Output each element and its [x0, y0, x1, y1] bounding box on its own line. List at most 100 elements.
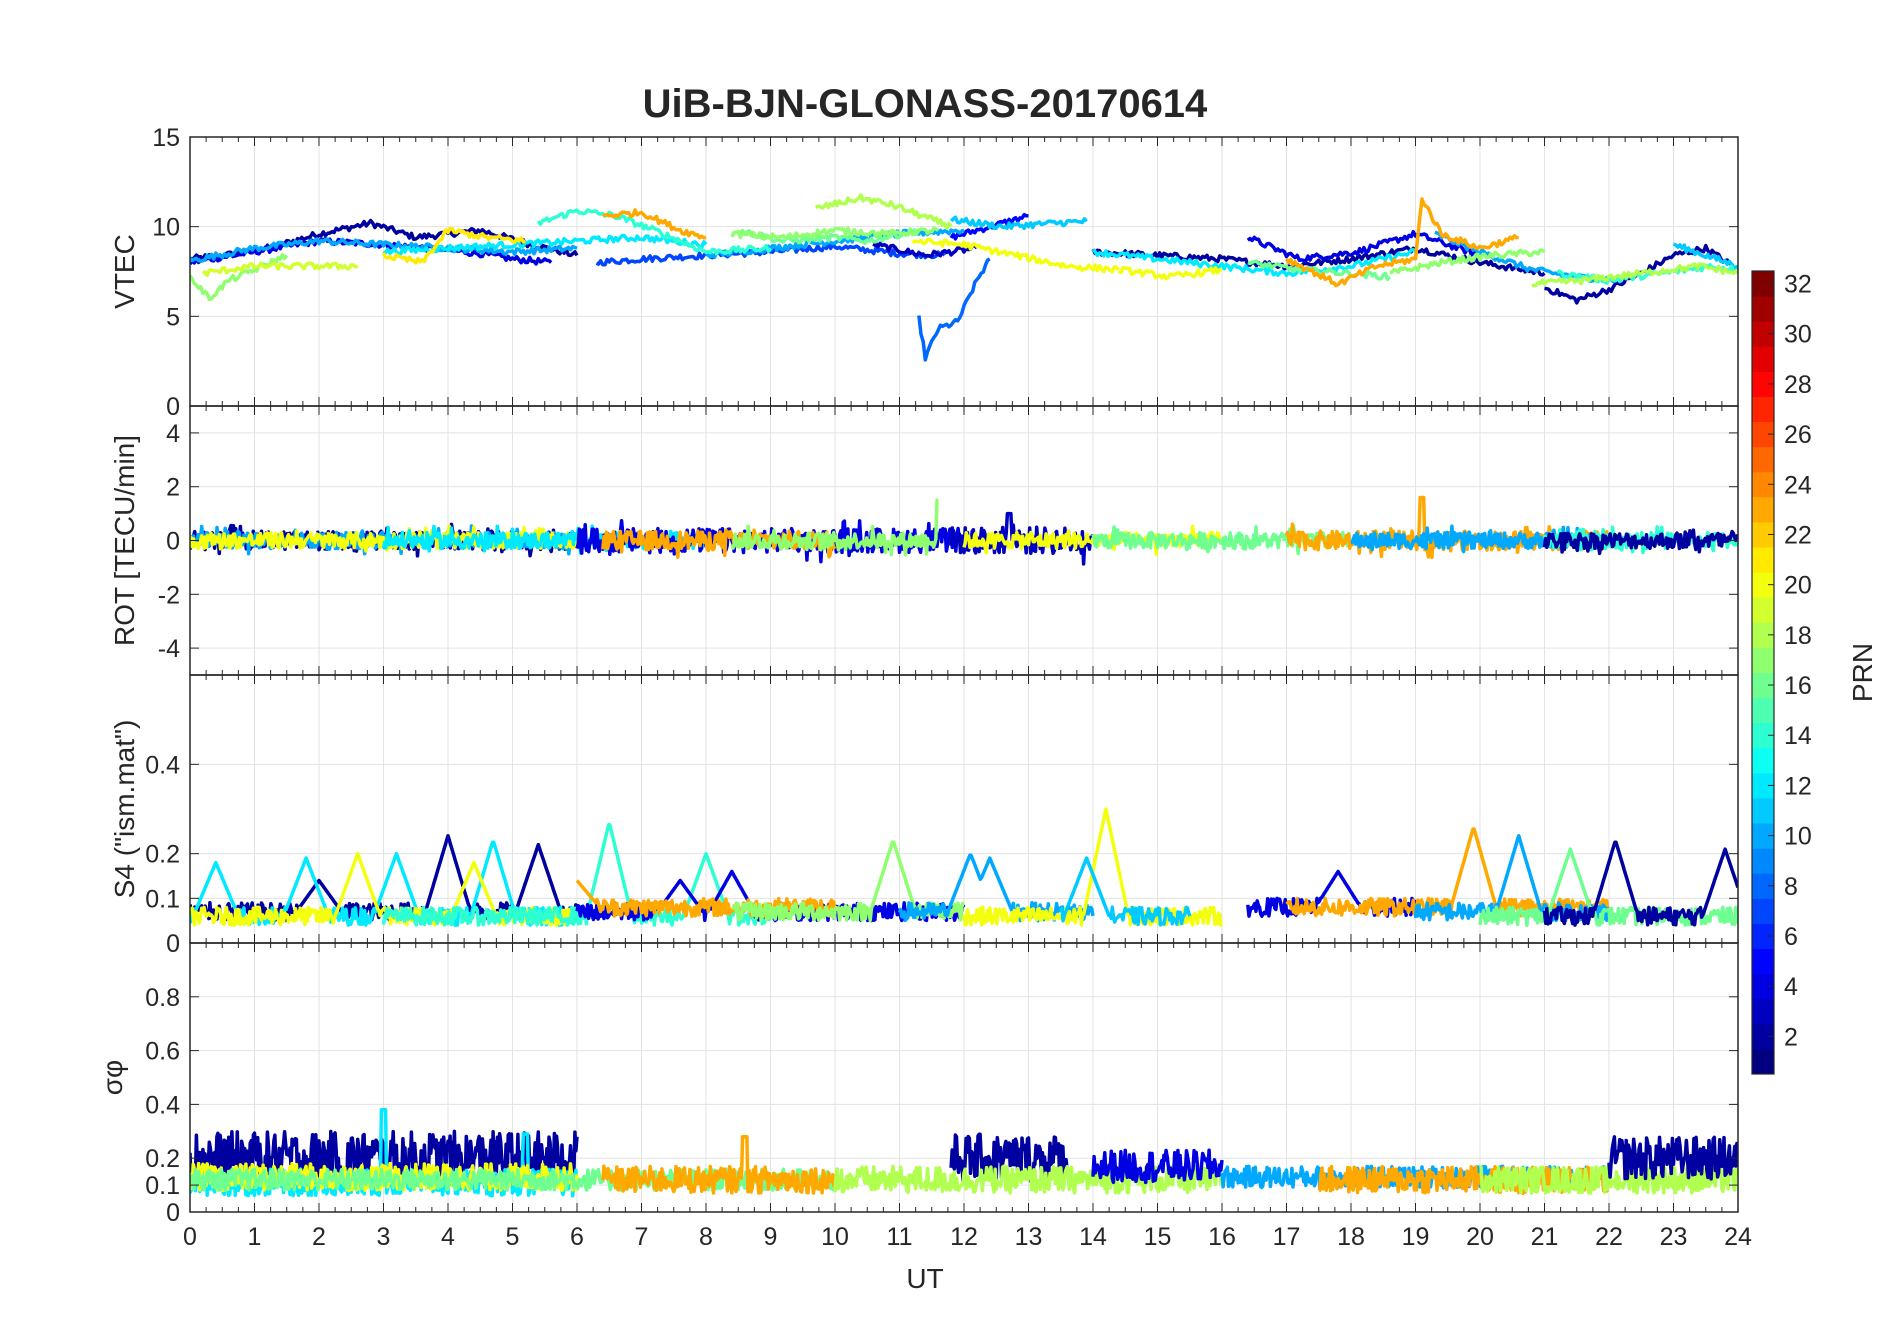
colorbar-swatch-prn-6: [1752, 923, 1774, 950]
series-vtec-prn-17-21: [730, 226, 940, 241]
xtick-label: 23: [1660, 1223, 1688, 1251]
colorbar-swatch-prn-15: [1752, 697, 1774, 724]
ytick-label-rot: 4: [166, 420, 180, 448]
tick-marks-vtec: [189, 136, 1739, 407]
ytick-label-s4: 0.2: [145, 841, 180, 869]
ytick-label-vtec: 5: [166, 303, 180, 331]
series-group-sigma_phi: [190, 1108, 1738, 1198]
colorbar-tick-label: 24: [1784, 471, 1812, 499]
panel-s4: 0 0.1 0.2 0.4S4 ("ism.mat"): [109, 674, 1739, 958]
series-vtec-prn-4-7: [1246, 229, 1481, 263]
colorbar-swatch-prn-23: [1752, 496, 1774, 523]
xtick-label: 4: [441, 1223, 455, 1251]
series-rot-prn-17-6: [730, 498, 939, 557]
series-sigma_phi-prn-2-11: [1607, 1135, 1738, 1181]
ytick-label-s4: 0.1: [145, 885, 180, 913]
series-vtec-prn-2-6: [1091, 245, 1546, 277]
ytick-label-vtec: 15: [152, 124, 180, 152]
colorbar-swatch-prn-8: [1752, 873, 1774, 899]
panel-vtec: 0 5 10 15 VTEC: [109, 124, 1739, 421]
colorbar-swatch-prn-19: [1752, 597, 1774, 623]
colorbar-swatch-prn-2: [1752, 1023, 1774, 1050]
ytick-label-sigma_phi: 0.2: [145, 1145, 180, 1173]
colorbar-swatch-prn-20: [1752, 572, 1774, 598]
colorbar-tick-label: 30: [1784, 321, 1812, 349]
ytick-label-rot: -2: [158, 581, 180, 609]
colorbar-tick-label: 28: [1784, 371, 1812, 399]
colorbar-tick-label: 32: [1784, 271, 1812, 299]
xtick-label: 1: [248, 1223, 262, 1251]
colorbar-swatch-prn-16: [1752, 672, 1774, 699]
colorbar-swatch-prn-10: [1752, 823, 1774, 849]
colorbar-swatch-prn-3: [1752, 998, 1774, 1025]
series-sigma_phi-prn-4-7: [1091, 1148, 1224, 1185]
series-vtec-prn-19-25: [201, 261, 359, 278]
colorbar-swatch-prn-30: [1752, 321, 1774, 347]
series-vtec-prn-21-28: [381, 226, 527, 265]
xtick-label: 7: [635, 1223, 649, 1251]
colorbar-swatch-prn-13: [1752, 747, 1774, 774]
colorbar-swatch-prn-25: [1752, 446, 1774, 473]
colorbar-label: PRN: [1847, 643, 1878, 702]
ylabel-sigma_phi: σφ: [97, 1060, 128, 1095]
xtick-label: 9: [764, 1223, 778, 1251]
xtick-label: 16: [1208, 1223, 1236, 1251]
xtick-label: 6: [570, 1223, 584, 1251]
colorbar-swatch-prn-32: [1752, 271, 1774, 297]
series-vtec-prn-18-24: [1531, 262, 1738, 288]
xtick-label: 18: [1337, 1223, 1365, 1251]
colorbar-tick-label: 10: [1784, 823, 1812, 851]
ytick-label-sigma_phi: 0.4: [145, 1091, 180, 1119]
colorbar-tick-label: 18: [1784, 622, 1812, 650]
xtick-label: 15: [1144, 1223, 1172, 1251]
xtick-label: 10: [821, 1223, 849, 1251]
series-vtec-prn-17-20: [190, 253, 289, 302]
series-group-vtec: [190, 193, 1738, 362]
ylabel-vtec: VTEC: [109, 234, 140, 309]
series-s4-prn-2-14: [1542, 840, 1738, 927]
ylabel-s4: S4 ("ism.mat"): [109, 720, 140, 899]
x-axis-label: UT: [906, 1263, 943, 1294]
series-vtec-prn-8-5: [917, 257, 991, 362]
series-rot-prn-2-13: [1542, 528, 1738, 556]
grid-vtec: [189, 136, 1739, 407]
colorbar-swatch-prn-22: [1752, 521, 1774, 548]
colorbar-swatch-prn-11: [1752, 797, 1774, 824]
colorbar-tick-label: 6: [1784, 923, 1798, 951]
xtick-label: 0: [183, 1223, 197, 1251]
colorbar-swatch-prn-29: [1752, 346, 1774, 372]
colorbar-tick-label: 26: [1784, 421, 1812, 449]
tick-marks-sigma_phi: [189, 943, 1739, 1213]
xtick-label: 17: [1273, 1223, 1301, 1251]
panel-rot: -4 -2 0 2 4 ROT [TECU/min]: [109, 405, 1739, 676]
colorbar-swatch-prn-24: [1752, 471, 1774, 498]
colorbar-swatch-prn-14: [1752, 722, 1774, 749]
colorbar-swatch-prn-18: [1752, 622, 1774, 648]
xtick-label: 3: [377, 1223, 391, 1251]
colorbar-tick-label: 22: [1784, 521, 1812, 549]
ytick-label-rot: 0: [166, 528, 180, 556]
series-s4-prn-23-11: [1285, 827, 1610, 918]
ylabel-rot: ROT [TECU/min]: [109, 435, 140, 646]
ytick-label-sigma_phi: 0.1: [145, 1172, 180, 1200]
series-group-rot: [190, 495, 1738, 566]
series-rot-prn-14-12: [1542, 525, 1738, 555]
ytick-label-s4: 0.4: [145, 751, 180, 779]
series-vtec-prn-12-15: [1091, 247, 1417, 278]
colorbar-swatch-prn-1: [1752, 1048, 1774, 1075]
series-vtec-prn-11-11: [949, 215, 1088, 231]
colorbar-swatch-prn-9: [1752, 848, 1774, 874]
colorbar-tick-label: 4: [1784, 973, 1798, 1001]
colorbar-tick-label: 14: [1784, 722, 1812, 750]
series-s4-prn-11-9: [1059, 856, 1192, 927]
colorbar-swatch-prn-4: [1752, 973, 1774, 1000]
series-sigma_phi-prn-18-6: [833, 1164, 1224, 1195]
colorbar-swatch-prn-27: [1752, 396, 1774, 423]
xtick-label: 12: [950, 1223, 978, 1251]
series-vtec-prn-20-27: [1117, 265, 1222, 281]
series-vtec-prn-12-14: [382, 233, 708, 256]
ytick-label-rot: -4: [158, 635, 180, 663]
xtick-label: 2: [312, 1223, 326, 1251]
